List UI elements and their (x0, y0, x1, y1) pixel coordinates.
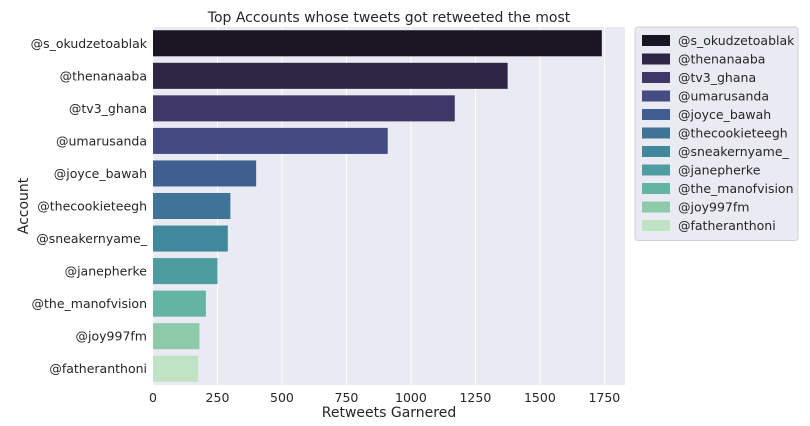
bar-fatheranthoni (153, 355, 199, 382)
x-tick-label: 750 (335, 390, 359, 405)
bars (153, 30, 602, 382)
legend-swatch (642, 127, 670, 139)
legend-label: @janepherke (678, 163, 761, 178)
bar-themanofvision (153, 290, 206, 317)
legend-swatch (642, 90, 670, 102)
y-tick-labels: @s_okudzetoablak @thenanaaba @tv3_ghana @um… (31, 36, 148, 376)
legend-label: @fatheranthoni (678, 218, 776, 233)
y-tick-label: @joyce_bawah (54, 166, 147, 181)
y-tick-label: @joy997fm (76, 329, 147, 344)
bar-joy997fm (153, 323, 200, 350)
bar-sneakernyame (153, 225, 228, 252)
legend-swatch (642, 183, 670, 194)
legend-label: @sneakernyame_ (678, 144, 790, 159)
legend-label: @thenanaaba (678, 52, 765, 67)
legend: @s_okudzetoablak @thenanaaba @tv3_ghana @um… (634, 26, 799, 241)
bar-janepherke (153, 258, 218, 285)
legend-label: @tv3_ghana (678, 70, 756, 85)
chart-title: Top Accounts whose tweets got retweeted … (207, 10, 571, 26)
y-tick-label: @thenanaaba (60, 68, 147, 83)
legend-label: @joy997fm (678, 200, 749, 215)
bar-sokudzetoablak (153, 30, 602, 57)
legend-label: @joyce_bawah (678, 107, 771, 122)
legend-swatch (642, 220, 670, 231)
legend-label: @thecookieteegh (678, 126, 788, 141)
legend-swatch (642, 35, 670, 46)
y-tick-label: @the_manofvision (32, 296, 148, 311)
legend-swatch (642, 109, 670, 120)
x-axis-title: Retweets Garnered (322, 405, 456, 421)
bar-thenanaaba (153, 62, 508, 89)
legend-label: @umarusanda (678, 89, 769, 104)
bar-tv3ghana (153, 95, 455, 122)
x-tick-label: 1250 (459, 390, 491, 405)
y-axis-title: Account (16, 177, 32, 234)
legend-swatch (642, 146, 670, 157)
y-tick-label: @s_okudzetoablak (31, 36, 148, 51)
legend-box (634, 26, 799, 241)
y-tick-label: @tv3_ghana (69, 101, 147, 116)
y-tick-label: @sneakernyame_ (36, 231, 148, 246)
x-tick-label: 1750 (588, 390, 620, 405)
legend-swatch (642, 201, 670, 213)
x-tick-label: 0 (149, 390, 157, 405)
legend-label: @the_manofvision (678, 181, 794, 196)
x-tick-labels: 0 250 500 750 1000 1250 1500 1750 (149, 390, 620, 405)
legend-swatch (642, 53, 670, 65)
x-tick-label: 1000 (395, 390, 427, 405)
bar-umarusanda (153, 127, 388, 154)
x-tick-label: 250 (206, 390, 230, 405)
legend-swatch (642, 72, 670, 83)
y-tick-label: @umarusanda (56, 133, 147, 148)
legend-swatch (642, 164, 670, 176)
y-tick-label: @fatheranthoni (49, 361, 147, 376)
x-tick-label: 500 (270, 390, 294, 405)
bar-joycebawah (153, 160, 257, 187)
x-tick-label: 1500 (524, 390, 556, 405)
bar-thecookieteegh (153, 192, 231, 220)
y-tick-label: @thecookieteegh (37, 199, 147, 214)
legend-label: @s_okudzetoablak (678, 33, 795, 48)
y-tick-label: @janepherke (65, 264, 148, 279)
